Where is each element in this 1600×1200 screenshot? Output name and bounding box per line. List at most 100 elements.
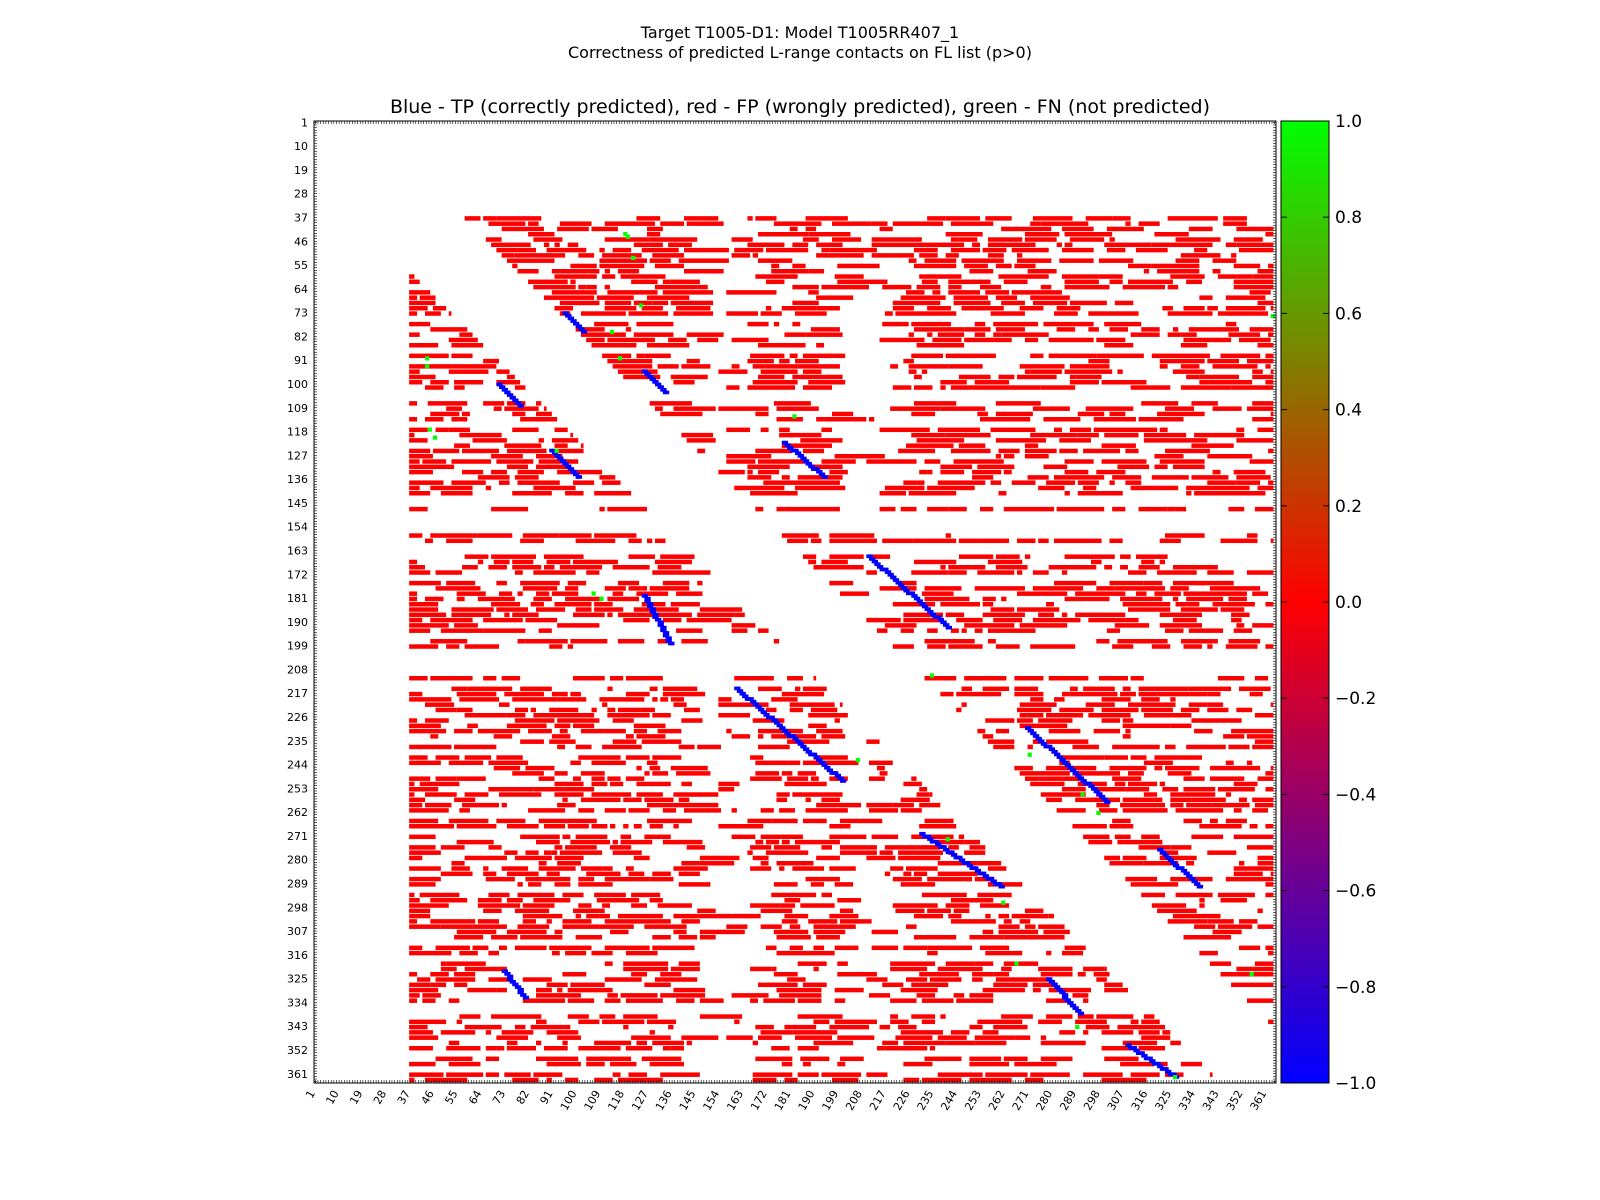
fp-cell-lower bbox=[409, 570, 431, 575]
fp-cell-upper bbox=[1252, 591, 1269, 596]
fp-cell-lower bbox=[660, 1072, 700, 1077]
x-tick-label: 298 bbox=[1081, 1088, 1103, 1113]
fp-cell-upper bbox=[972, 242, 980, 248]
fp-cell-lower bbox=[892, 876, 922, 882]
fp-cell-lower bbox=[546, 1030, 579, 1035]
fp-cell-upper bbox=[1233, 284, 1274, 290]
fp-cell-lower bbox=[911, 982, 949, 988]
fp-cell-lower bbox=[525, 765, 555, 771]
tp-cell bbox=[945, 625, 950, 630]
tp-cell bbox=[755, 705, 760, 709]
tp-cell bbox=[660, 625, 664, 630]
tp-cell bbox=[1191, 879, 1196, 884]
fp-cell-upper bbox=[974, 586, 1025, 591]
fp-cell-upper bbox=[662, 290, 714, 295]
fp-cell-lower bbox=[816, 855, 840, 861]
fp-cell-upper bbox=[974, 321, 986, 327]
fp-cell-upper bbox=[1114, 623, 1150, 628]
fp-cell-lower bbox=[454, 797, 476, 803]
fp-cell-upper bbox=[919, 274, 962, 279]
fp-cell-lower bbox=[958, 834, 965, 840]
fp-cell-upper bbox=[755, 506, 764, 512]
fp-cell-upper bbox=[977, 570, 1015, 575]
tp-cell bbox=[649, 377, 654, 382]
fp-cell-lower bbox=[945, 961, 975, 966]
fp-cell-lower bbox=[813, 1040, 854, 1046]
tp-cell bbox=[662, 633, 667, 638]
fp-cell-lower bbox=[543, 824, 566, 829]
fp-cell-lower bbox=[919, 824, 957, 829]
fp-cell-lower bbox=[496, 818, 526, 824]
fp-cell-lower bbox=[538, 438, 544, 443]
fp-cell-upper bbox=[1032, 570, 1049, 575]
fp-cell-upper bbox=[1212, 269, 1221, 274]
fp-cell-lower bbox=[750, 776, 782, 781]
fp-cell-lower bbox=[657, 903, 692, 908]
tp-cell bbox=[1165, 855, 1169, 860]
fp-cell-upper bbox=[1130, 676, 1144, 681]
fp-cell-upper bbox=[1019, 364, 1065, 369]
fp-cell-upper bbox=[596, 295, 634, 300]
fp-cell-lower bbox=[673, 702, 687, 707]
fp-cell-lower bbox=[409, 855, 423, 861]
fp-cell-lower bbox=[662, 686, 698, 692]
fp-cell-upper bbox=[1117, 639, 1168, 644]
tp-cell bbox=[950, 853, 955, 857]
fp-cell-lower bbox=[409, 485, 420, 491]
tp-cell bbox=[1064, 995, 1069, 1000]
fp-cell-lower bbox=[432, 306, 447, 311]
fp-cell-upper bbox=[1112, 818, 1131, 824]
tp-cell bbox=[937, 842, 942, 847]
fp-cell-lower bbox=[750, 966, 772, 972]
tp-cell bbox=[1054, 750, 1058, 754]
fp-cell-lower bbox=[446, 1072, 484, 1077]
tp-cell bbox=[652, 615, 656, 619]
fp-cell-upper bbox=[882, 538, 914, 544]
fp-cell-upper bbox=[961, 686, 973, 692]
fp-cell-upper bbox=[1175, 506, 1187, 512]
tp-cell bbox=[1027, 728, 1032, 733]
fp-cell-upper bbox=[1109, 765, 1147, 771]
tp-cell bbox=[1032, 731, 1037, 736]
fp-cell-lower bbox=[567, 1014, 589, 1019]
fp-cell-lower bbox=[440, 961, 447, 966]
tp-cell bbox=[501, 385, 506, 389]
fp-cell-upper bbox=[1064, 284, 1110, 290]
fp-cell-lower bbox=[610, 781, 624, 787]
fp-cell-upper bbox=[995, 565, 1028, 570]
fp-cell-upper bbox=[948, 290, 980, 295]
fp-cell-lower bbox=[554, 602, 592, 607]
fp-cell-lower bbox=[567, 987, 613, 993]
fp-cell-lower bbox=[591, 707, 597, 713]
tp-cell bbox=[895, 580, 900, 585]
tp-cell bbox=[887, 572, 892, 577]
fp-cell-upper bbox=[1236, 966, 1274, 972]
fp-cell-lower bbox=[773, 882, 798, 887]
tp-cell bbox=[969, 866, 974, 870]
fp-cell-lower bbox=[514, 570, 523, 575]
fp-cell-upper bbox=[797, 475, 843, 480]
fp-cell-upper bbox=[676, 306, 711, 311]
fp-cell-lower bbox=[536, 464, 571, 470]
fp-cell-upper bbox=[652, 300, 669, 306]
fp-cell-upper bbox=[1048, 337, 1094, 343]
fp-cell-upper bbox=[1207, 919, 1234, 924]
fp-cell-upper bbox=[1064, 459, 1094, 464]
x-tick-label: 253 bbox=[962, 1088, 984, 1113]
tp-cell bbox=[787, 731, 791, 736]
tp-cell bbox=[805, 747, 810, 752]
y-tick-label: 334 bbox=[287, 996, 308, 1009]
fp-cell-lower bbox=[472, 533, 478, 538]
fp-cell-upper bbox=[1104, 242, 1152, 248]
tp-cell bbox=[879, 565, 884, 569]
fp-cell-upper bbox=[792, 263, 806, 269]
fp-cell-lower bbox=[697, 580, 703, 586]
fp-cell-upper bbox=[924, 258, 957, 263]
fn-cell bbox=[425, 356, 430, 361]
fp-cell-upper bbox=[731, 253, 751, 258]
fp-cell-upper bbox=[1027, 744, 1033, 750]
fp-cell-upper bbox=[779, 427, 790, 433]
tp-cell bbox=[985, 874, 989, 878]
tp-cell bbox=[570, 467, 575, 471]
fp-cell-upper bbox=[961, 258, 991, 263]
